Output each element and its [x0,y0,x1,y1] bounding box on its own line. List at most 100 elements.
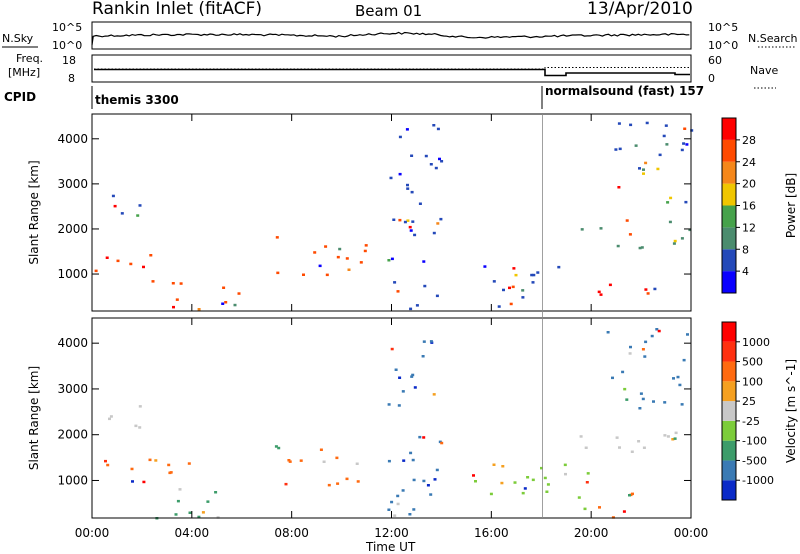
cell [398,135,402,139]
cell [521,491,525,495]
cell [398,172,402,176]
cell [623,387,627,391]
cell [390,500,394,504]
cell [546,483,550,486]
cell [355,462,359,465]
cell [106,463,110,467]
cell [664,124,668,127]
colorbar-label: 24 [742,156,756,169]
cell [408,513,412,516]
velocity-panel-region-2 [155,488,220,520]
cell [599,293,603,296]
cell [642,168,645,171]
power-panel-ylabel: Slant Range [km] [27,160,41,264]
cell [179,282,183,285]
cell [642,172,645,175]
ytick-label: 3000 [57,382,88,396]
cell [284,482,288,486]
cell [597,290,601,294]
colorbar-swatch [722,341,736,362]
cell [94,269,98,273]
cell [435,294,439,298]
cell [426,484,430,487]
freq-panel: Freq. [MHz] 18 8 60 0 Nave [8,52,778,89]
cell [345,257,349,260]
cell [187,462,191,465]
colorbar-swatch [722,161,736,184]
cell [432,124,436,127]
cell [678,383,682,387]
cell [413,386,417,389]
nave-tick-top: 60 [708,54,722,67]
cell [663,401,667,404]
cell [109,415,113,418]
cell [434,166,438,170]
cell [540,466,543,470]
nsearch-tick-bottom: 10^0 [708,39,738,52]
time-tick-label: 20:00 [574,526,609,540]
cell [579,435,583,438]
cell [387,508,391,511]
cell [318,264,322,268]
velocity-panel-region-0 [108,405,142,429]
cell [646,292,650,295]
cell [577,496,581,499]
colorbar-swatch [722,249,736,272]
cell [684,200,688,204]
date-title: 13/Apr/2010 [587,0,693,19]
cell [543,476,547,480]
cell [436,222,440,225]
cell [393,514,397,517]
nsky-tick-bottom: 10^0 [52,39,82,52]
nsearch-label: N.Search [748,32,798,45]
cell [138,405,142,408]
cell [622,510,626,513]
cell [489,492,493,496]
cell [511,285,515,289]
time-tick-label: 00:00 [75,526,110,540]
cell [536,271,540,274]
cpid-segment-1: themis 3300 [95,93,179,107]
freq-tick-top: 18 [62,54,76,67]
cell [492,463,496,466]
cell [521,296,525,299]
freq-label-2: [MHz] [8,66,40,79]
cell [672,242,676,245]
cell [668,220,672,224]
cell [617,122,621,125]
cell [336,482,340,485]
cell [134,424,138,428]
cell [390,257,394,261]
cell [406,187,410,190]
cell [277,446,281,450]
power-panel-region-2 [171,282,241,311]
cell [436,127,440,131]
cell [387,459,391,463]
station-title: Rankin Inlet (fitACF) [92,0,262,19]
cell [214,491,218,494]
cell [690,129,694,132]
cell [440,160,444,163]
cell [394,368,398,371]
cell [174,513,178,516]
nave-trace [94,67,690,70]
cell [108,417,111,421]
nave-label: Nave [750,64,778,77]
colorbar-label: 20 [742,178,756,191]
cell [325,273,329,277]
cell [206,500,210,503]
cell [396,494,400,498]
velocity-panel-ylabel: Slant Range [km] [27,366,41,470]
cell [313,251,317,254]
cell [154,459,158,462]
velocity-panel-region-6 [579,431,678,453]
cell [172,305,175,309]
cell [430,341,434,344]
power-panel-region-4 [387,124,444,311]
cell [120,212,124,215]
cell [644,340,648,344]
cell [197,308,201,311]
cell [389,176,393,180]
cell [274,445,278,448]
colorbar-label: 500 [742,356,763,369]
